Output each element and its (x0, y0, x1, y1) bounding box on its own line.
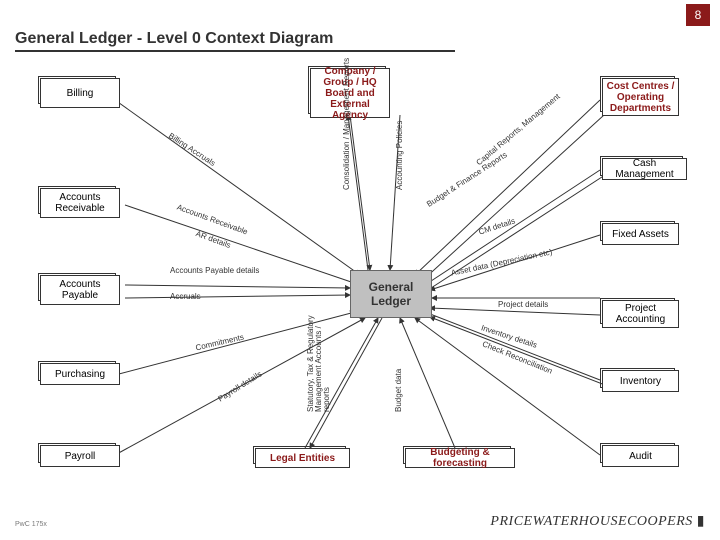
label-statutory: Statutory, Tax & Regulatory Management A… (307, 302, 331, 412)
footer-left: PwC 175x (15, 521, 47, 528)
entity-audit: Audit (602, 445, 679, 467)
footer-logo: PRICEWATERHOUSECOOPERS ▮ (490, 513, 705, 530)
label-check-rec: Check Reconciliation (481, 339, 554, 375)
label-project-details: Project details (498, 300, 548, 309)
label-budget-data: Budget data (394, 369, 403, 412)
entity-inventory: Inventory (602, 370, 679, 392)
entity-project-accounting: Project Accounting (602, 300, 679, 328)
entity-ap: Accounts Payable (40, 275, 120, 305)
label-budget-finance: Budget & Finance Reports (425, 150, 509, 209)
entity-cost-centres: Cost Centres / Operating Departments (602, 78, 679, 116)
label-consolidation: Consolidation / Management Reports (342, 58, 351, 190)
label-accounting-policies: Accounting Policies (395, 121, 404, 190)
central-general-ledger: General Ledger (350, 270, 432, 318)
label-payroll-details: Payroll details (216, 369, 263, 403)
label-ar-details: AR details (195, 229, 232, 250)
label-ap-details: Accounts Payable details (170, 266, 259, 275)
label-cm: CM details (478, 216, 517, 236)
page-title: General Ledger - Level 0 Context Diagram (15, 30, 455, 52)
entity-cash: Cash Management (602, 158, 687, 180)
label-asset-data: Asset data (Depreciation etc) (450, 247, 553, 277)
entity-fixed-assets: Fixed Assets (602, 223, 679, 245)
entity-billing: Billing (40, 78, 120, 108)
entity-budgeting: Budgeting & forecasting (405, 448, 515, 468)
entity-legal: Legal Entities (255, 448, 350, 468)
label-billing-accruals: Billing Accruals (167, 131, 217, 168)
entity-ar: Accounts Receivable (40, 188, 120, 218)
page-number: 8 (686, 4, 710, 26)
label-ar-flow: Accounts Receivable (176, 202, 249, 236)
entity-payroll: Payroll (40, 445, 120, 467)
entity-purchasing: Purchasing (40, 363, 120, 385)
footer-logo-text: PRICEWATERHOUSECOOPERS (490, 514, 692, 529)
context-diagram: Billing Company / Group / HQ Board and E… (0, 60, 720, 500)
label-accruals: Accruals (170, 292, 201, 301)
label-capital: Capital Reports, Management (475, 92, 562, 167)
label-commitments: Commitments (195, 333, 245, 353)
